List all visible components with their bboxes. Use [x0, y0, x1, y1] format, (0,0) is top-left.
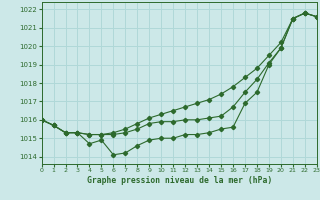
X-axis label: Graphe pression niveau de la mer (hPa): Graphe pression niveau de la mer (hPa) — [87, 176, 272, 185]
